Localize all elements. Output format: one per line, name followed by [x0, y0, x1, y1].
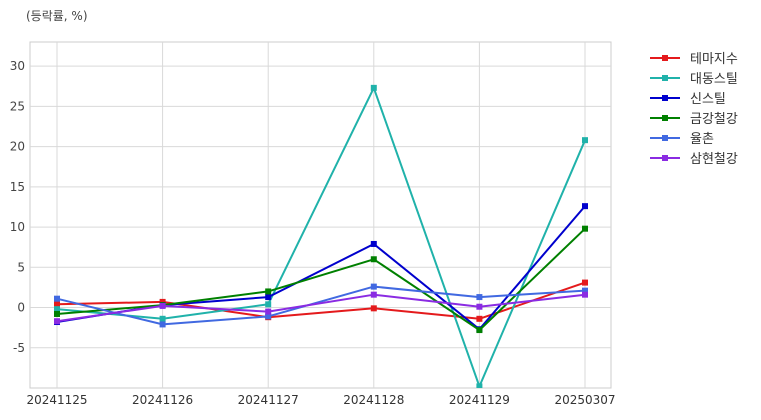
- legend-item: 율촌: [650, 132, 714, 147]
- y-axis-label: (등락률, %): [26, 9, 88, 23]
- data-point: [476, 294, 483, 301]
- y-tick-label: 20: [10, 140, 25, 154]
- legend-label: 삼현철강: [690, 152, 738, 167]
- data-point: [54, 301, 60, 308]
- data-point: [265, 288, 272, 295]
- data-point: [370, 240, 377, 247]
- data-point: [370, 84, 377, 91]
- y-tick-label: 30: [10, 59, 25, 73]
- data-point: [582, 137, 588, 144]
- x-tick-label: 20241125: [26, 393, 87, 407]
- series-lines: [54, 84, 588, 388]
- series-2: [54, 84, 588, 388]
- legend-swatch-marker: [662, 135, 668, 141]
- data-point: [582, 203, 588, 210]
- data-point: [265, 313, 272, 320]
- data-point: [265, 308, 272, 315]
- legend-label: 율촌: [690, 132, 714, 147]
- x-tick-label: 20241129: [449, 393, 510, 407]
- legend-swatch-marker: [662, 95, 668, 101]
- x-tick-label: 20250307: [554, 393, 615, 407]
- legend-label: 신스틸: [690, 92, 726, 107]
- data-point: [54, 295, 60, 302]
- data-point: [265, 294, 272, 301]
- data-point: [159, 321, 166, 328]
- data-point: [370, 283, 377, 290]
- legend-label: 대동스틸: [690, 72, 738, 87]
- grid: [29, 41, 612, 389]
- axes: -5 0 5 10 15 20 25 30 20241125 20241126 20241127 20…: [10, 59, 616, 407]
- data-point: [370, 305, 377, 312]
- x-tick-label: 20241126: [132, 393, 193, 407]
- legend-item: 삼현철강: [650, 152, 738, 167]
- legend-label: 테마지수: [690, 52, 738, 67]
- x-tick-label: 20241128: [343, 393, 404, 407]
- y-tick-label: 15: [10, 180, 25, 194]
- x-tick-label: 20241127: [238, 393, 299, 407]
- data-point: [54, 310, 60, 317]
- data-point: [159, 298, 166, 305]
- legend-swatch-marker: [662, 75, 668, 81]
- y-tick-label: 25: [10, 99, 25, 113]
- y-tick-label: -5: [13, 341, 25, 355]
- data-point: [54, 306, 60, 313]
- series-6: [54, 291, 588, 325]
- data-point: [582, 225, 588, 232]
- series-5: [54, 283, 588, 328]
- legend-item: 신스틸: [650, 92, 726, 107]
- series-line: [56, 86, 586, 388]
- data-point: [159, 315, 166, 322]
- y-tick-label: 5: [17, 260, 25, 274]
- data-point: [54, 318, 60, 325]
- data-point: [159, 302, 166, 309]
- legend-label: 금강철강: [690, 112, 738, 127]
- data-point: [476, 315, 483, 322]
- data-point: [370, 291, 377, 298]
- data-point: [476, 383, 483, 388]
- legend-swatch-marker: [662, 115, 668, 121]
- legend-item: 금강철강: [650, 112, 738, 127]
- data-point: [476, 327, 483, 334]
- legend-swatch-marker: [662, 55, 668, 61]
- series-line: [56, 293, 586, 323]
- legend-item: 대동스틸: [650, 72, 738, 87]
- legend-item: 테마지수: [650, 52, 738, 67]
- data-point: [265, 301, 272, 308]
- data-point: [582, 287, 588, 294]
- y-tick-label: 10: [10, 220, 25, 234]
- plot-area: [29, 41, 612, 389]
- legend-swatch-marker: [662, 155, 668, 161]
- data-point: [582, 279, 588, 286]
- y-tick-label: 0: [17, 301, 25, 315]
- data-point: [476, 303, 483, 310]
- data-point: [582, 291, 588, 298]
- series-line: [56, 227, 586, 332]
- series-line: [56, 285, 586, 326]
- data-point: [370, 256, 377, 263]
